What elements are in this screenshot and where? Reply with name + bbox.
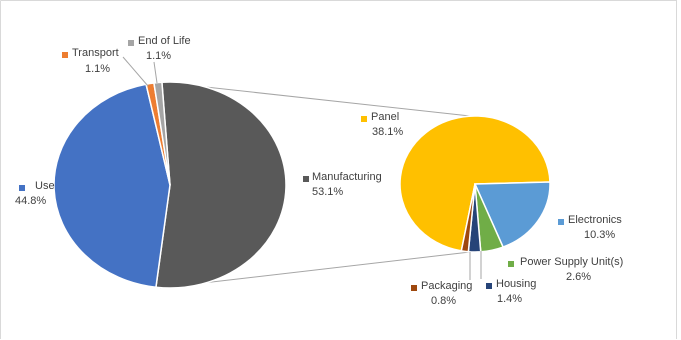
slice-end-of-life [153, 81, 171, 186]
label-value-panel: 38.1% [372, 126, 403, 138]
legend-marker-packaging [411, 285, 417, 291]
label-value-packaging: 0.8% [431, 295, 456, 307]
legend-marker-end-of-life [128, 40, 134, 46]
legend-marker-housing [486, 283, 492, 289]
label-value-manufacturing: 53.1% [312, 186, 343, 198]
slice-use [53, 83, 171, 289]
label-name-housing: Housing [496, 278, 536, 290]
label-name-packaging: Packaging [421, 280, 472, 292]
legend-marker-panel [361, 116, 367, 122]
label-name-manufacturing: Manufacturing [312, 171, 382, 183]
label-name-panel: Panel [371, 111, 399, 123]
slice-electronics [473, 181, 551, 249]
label-name-power-supply-unit-s: Power Supply Unit(s) [520, 256, 623, 268]
label-name-end-of-life: End of Life [138, 35, 191, 47]
leader-lines [122, 56, 482, 280]
main-pie [53, 81, 287, 289]
label-name-transport: Transport [72, 47, 119, 59]
label-value-end-of-life: 1.1% [146, 50, 171, 62]
label-value-electronics: 10.3% [584, 229, 615, 241]
label-name-electronics: Electronics [568, 214, 622, 226]
label-value-transport: 1.1% [85, 63, 110, 75]
label-value-use: 44.8% [15, 195, 46, 207]
legend-marker-transport [62, 52, 68, 58]
breakout-pie [399, 115, 551, 253]
label-value-housing: 1.4% [497, 293, 522, 305]
connector-line-bottom [159, 251, 471, 289]
data-labels: Manufacturing 53.1% Use 44.8% Transport 1.1% E… [15, 35, 623, 307]
leader-line-end-of-life [153, 61, 158, 84]
label-value-power-supply-unit-s: 2.6% [566, 271, 591, 283]
leader-line-transport [122, 56, 149, 87]
slice-packaging [460, 183, 476, 253]
connector-line-top [159, 81, 471, 117]
slice-manufacturing [155, 81, 287, 289]
legend-marker-manufacturing [303, 176, 309, 182]
legend-marker-electronics [558, 219, 564, 225]
label-name-use: Use [35, 180, 55, 192]
legend-marker-power-supply-unit-s [508, 261, 514, 267]
legend-marker-use [19, 185, 25, 191]
